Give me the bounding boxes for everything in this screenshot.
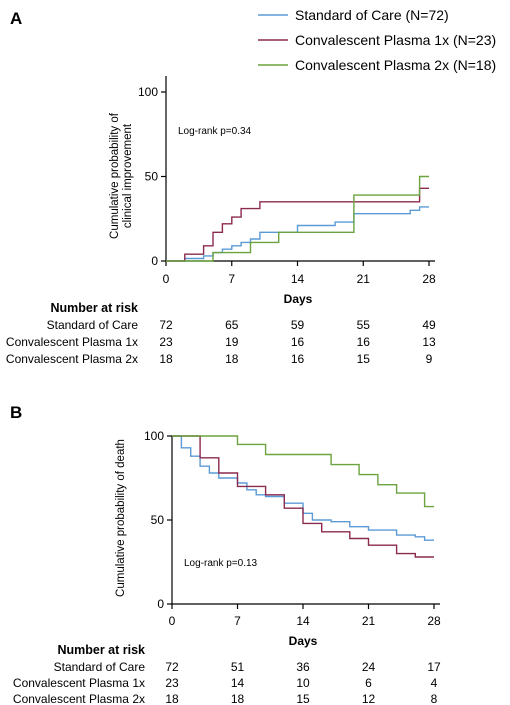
x-tick-label-b-28: 28: [427, 614, 441, 628]
risk-count-cp1-b-day14: 10: [296, 676, 310, 690]
risk-count-cp2-a-day7: 18: [225, 352, 239, 366]
risk-count-cp1-b-day0: 23: [165, 676, 179, 690]
risk-count-cp2-b-day7: 18: [231, 692, 245, 705]
risk-count-cp2-a-day21: 15: [357, 352, 371, 366]
risk-row-label-cp2-a: Convalescent Plasma 2x: [6, 352, 138, 366]
risk-count-soc-a-day7: 65: [225, 318, 239, 332]
legend-label-soc: Standard of Care (N=72): [295, 7, 449, 23]
risk-count-cp2-a-day0: 18: [159, 352, 173, 366]
risk-count-soc-b-day28: 17: [427, 660, 441, 674]
risk-row-label-cp1-b: Convalescent Plasma 1x: [13, 676, 145, 690]
y-axis-title-a-line1: Cumulative probability of: [109, 112, 121, 239]
x-tick-label-a-14: 14: [291, 272, 305, 286]
curve-soc-b: [172, 435, 434, 541]
curve-cp2-a: [166, 175, 429, 262]
annotation-logrank-b: Log-rank p=0.13: [184, 558, 258, 569]
curve-cp1-b: [172, 435, 434, 558]
risk-count-cp1-a-day14: 16: [291, 335, 305, 349]
panel-label-a: A: [10, 9, 22, 28]
curve-cp1-a: [166, 187, 429, 262]
risk-count-cp1-b-day7: 14: [231, 676, 245, 690]
x-tick-label-b-7: 7: [234, 614, 241, 628]
x-axis-title-b: Days: [289, 634, 318, 648]
panel-label-b: B: [10, 403, 22, 422]
x-tick-label-b-14: 14: [296, 614, 310, 628]
y-tick-label-a-100: 100: [138, 85, 158, 99]
x-tick-label-b-21: 21: [362, 614, 376, 628]
legend: Standard of Care (N=72) Convalescent Pla…: [258, 7, 496, 73]
risk-count-soc-a-day28: 49: [422, 318, 436, 332]
y-tick-label-a-50: 50: [145, 170, 159, 184]
x-tick-label-a-21: 21: [357, 272, 371, 286]
risk-count-cp2-b-day21: 12: [362, 692, 376, 705]
risk-count-cp1-a-day7: 19: [225, 335, 239, 349]
risk-table-b: Number at risk Standard of Care Convales…: [13, 643, 145, 705]
risk-count-soc-a-day14: 59: [291, 318, 305, 332]
risk-table-a: Number at risk Standard of Care Convales…: [6, 301, 138, 366]
y-axis-title-b: Cumulative probability of death: [115, 439, 127, 597]
y-axis-title-a-line2: clinical improvement: [122, 123, 134, 228]
risk-count-cp1-b-day28: 4: [431, 676, 438, 690]
y-tick-label-a-0: 0: [151, 254, 158, 268]
chart-panel-b: Cumulative probability of death Log-rank…: [115, 429, 441, 705]
risk-count-soc-a-day21: 55: [357, 318, 371, 332]
risk-count-soc-b-day0: 72: [165, 660, 179, 674]
risk-count-cp1-b-day21: 6: [365, 676, 372, 690]
y-tick-label-b-50: 50: [151, 513, 165, 527]
risk-count-soc-b-day7: 51: [231, 660, 245, 674]
risk-count-cp2-b-day14: 15: [296, 692, 310, 705]
risk-count-soc-a-day0: 72: [159, 318, 173, 332]
risk-table-header-a: Number at risk: [50, 301, 138, 315]
risk-count-cp2-a-day28: 9: [426, 352, 433, 366]
risk-count-cp2-b-day0: 18: [165, 692, 179, 705]
y-tick-label-b-100: 100: [144, 429, 164, 443]
risk-count-cp1-a-day0: 23: [159, 335, 173, 349]
y-tick-label-b-0: 0: [157, 597, 164, 611]
risk-count-soc-b-day14: 36: [296, 660, 310, 674]
risk-row-label-soc-b: Standard of Care: [54, 660, 146, 674]
risk-count-cp2-b-day28: 8: [431, 692, 438, 705]
risk-count-soc-b-day21: 24: [362, 660, 376, 674]
risk-count-cp1-a-day21: 16: [357, 335, 371, 349]
risk-row-label-cp1-a: Convalescent Plasma 1x: [6, 335, 138, 349]
x-tick-label-a-7: 7: [228, 272, 235, 286]
risk-row-label-cp2-b: Convalescent Plasma 2x: [13, 692, 145, 705]
x-tick-label-b-0: 0: [169, 614, 176, 628]
annotation-logrank-a: Log-rank p=0.34: [178, 126, 252, 137]
risk-row-label-soc-a: Standard of Care: [47, 318, 139, 332]
risk-count-cp2-a-day14: 16: [291, 352, 305, 366]
risk-count-cp1-a-day28: 13: [422, 335, 436, 349]
legend-label-cp1: Convalescent Plasma 1x (N=23): [295, 32, 496, 48]
risk-table-header-b: Number at risk: [57, 643, 145, 657]
x-tick-label-a-0: 0: [163, 272, 170, 286]
x-axis-title-a: Days: [284, 292, 313, 306]
x-tick-label-a-28: 28: [422, 272, 436, 286]
curve-soc-a: [166, 206, 429, 262]
chart-panel-a: Cumulative probability of clinical impro…: [109, 76, 436, 366]
legend-label-cp2: Convalescent Plasma 2x (N=18): [295, 57, 496, 73]
curve-cp2-b: [172, 435, 434, 508]
